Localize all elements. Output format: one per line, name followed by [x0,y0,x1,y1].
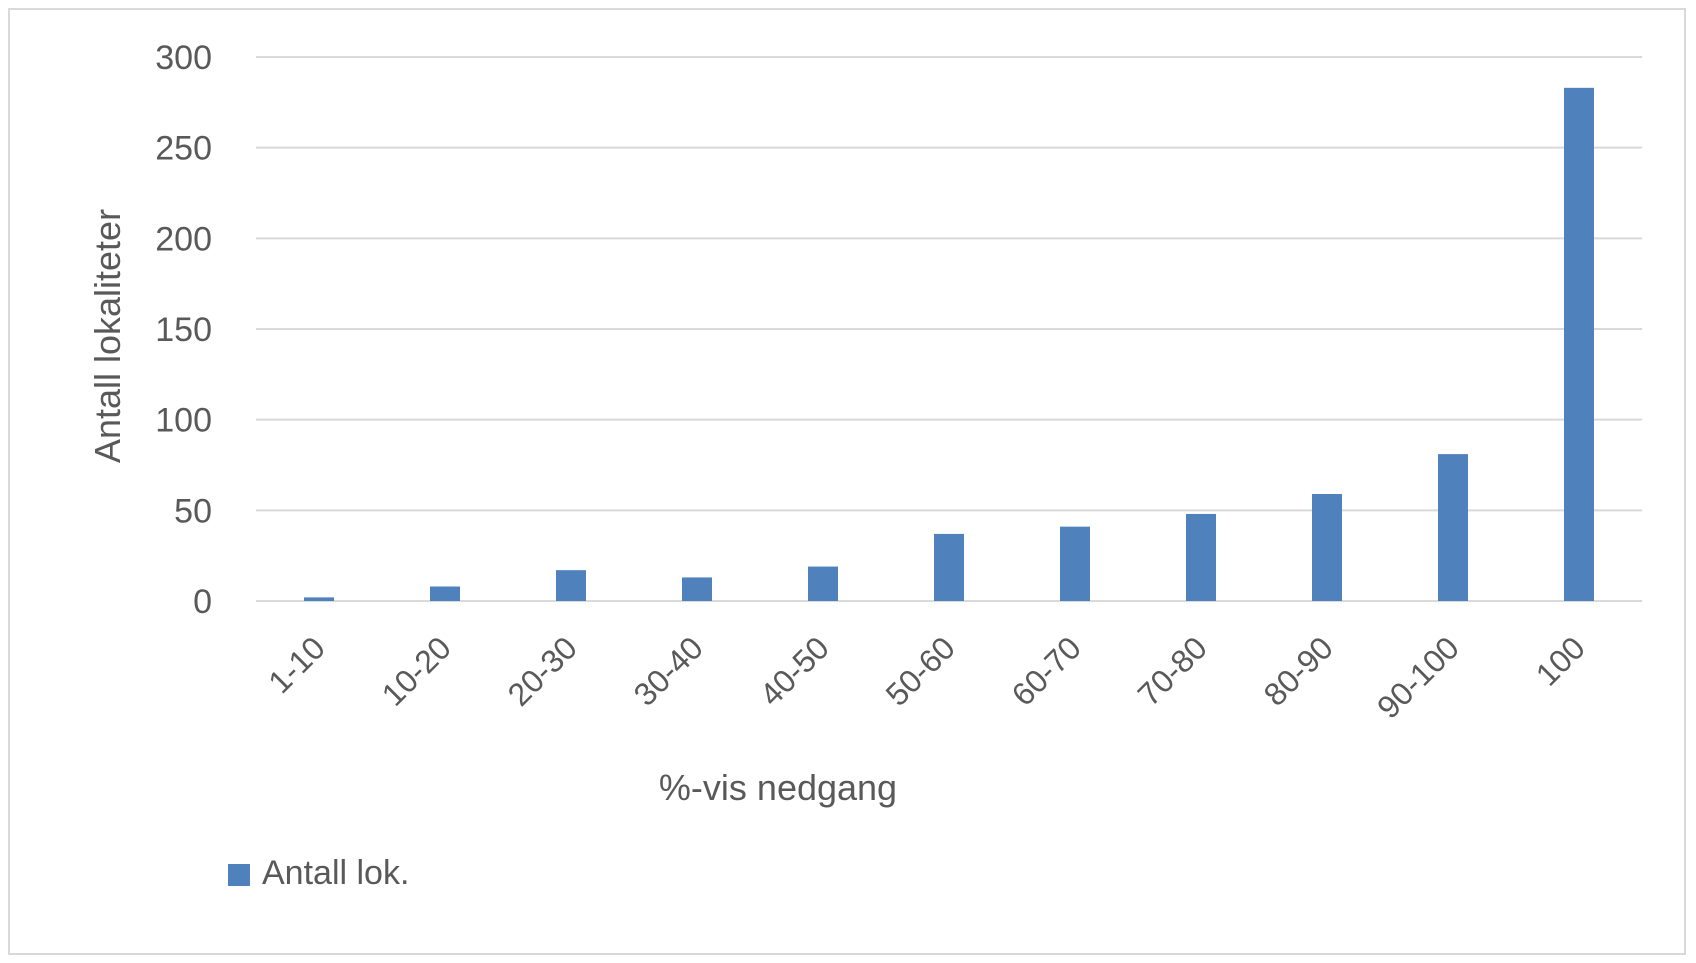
x-tick-label: 60-70 [1005,629,1088,712]
x-tick-label: 70-80 [1131,629,1214,712]
x-tick-label: 20-30 [501,629,584,712]
x-tick-label: 30-40 [627,629,710,712]
y-tick-label: 200 [155,220,212,258]
x-tick-label: 100 [1529,629,1592,692]
y-tick-label: 50 [174,492,212,530]
bar-40-50 [808,566,838,601]
y-tick-labels: 0 50 100 150 200 250 300 [155,39,212,621]
y-tick-label: 300 [155,39,212,77]
chart-frame [8,8,1686,955]
y-tick-label: 150 [155,311,212,349]
bars [304,87,1594,602]
y-tick-label: 0 [193,583,212,621]
y-tick-label: 250 [155,130,212,168]
y-axis-title: Antall lokaliteter [87,209,128,463]
legend-label: Antall lok. [262,854,409,892]
y-tick-label: 100 [155,402,212,440]
bar-60-70 [1060,526,1090,601]
bar-50-60 [934,533,964,601]
bar-20-30 [556,570,586,601]
x-tick-label: 80-90 [1257,629,1340,712]
bar-90-100 [1438,454,1468,601]
x-tick-labels: 1-10 10-20 20-30 30-40 40-50 50-60 60-70 70-80 8… [261,629,1592,725]
x-tick-label: 1-10 [261,629,332,700]
x-axis-title: %-vis nedgang [659,767,897,808]
x-tick-label: 50-60 [879,629,962,712]
gridlines [256,56,1642,602]
bar-80-90 [1312,494,1342,601]
bar-100 [1564,87,1594,602]
bar-30-40 [682,577,712,601]
legend: Antall lok. [228,854,409,892]
x-tick-label: 90-100 [1370,629,1466,725]
bar-1-10 [304,597,334,601]
bar-10-20 [430,586,460,601]
bar-70-80 [1186,513,1216,601]
x-tick-label: 10-20 [375,629,458,712]
x-tick-label: 40-50 [753,629,836,712]
legend-swatch [228,864,250,886]
